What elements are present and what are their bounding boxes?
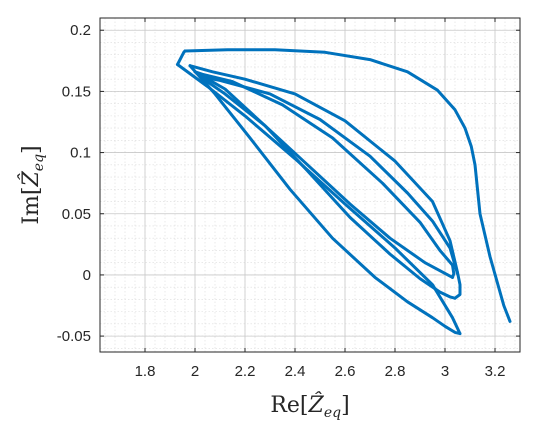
series-line [453,271,462,300]
series-line [183,48,512,323]
y-tick-label: 0 [83,267,91,284]
x-tick-label: 2.4 [285,363,306,380]
series-line [198,75,459,276]
x-tick-label: 2.8 [385,363,406,380]
plot-background [100,18,520,352]
series-line [193,70,454,267]
y-tick-labels: -0.05 0 0.05 0.1 0.15 0.2 [57,22,91,345]
y-tick-label: 0.1 [70,145,91,162]
x-tick-label: 2 [191,363,199,380]
series-line [198,75,454,279]
x-tick-label: 3.2 [485,363,506,380]
series-line [176,63,462,336]
y-tick-label: -0.05 [57,328,91,345]
series-line [193,70,457,300]
data-series [176,48,512,336]
y-tick-label: 0.2 [70,22,91,39]
x-axis-label: Re[Ẑeq] [270,391,349,421]
series-line [188,64,462,336]
x-tick-label: 3 [441,363,449,380]
x-tick-label: 1.8 [135,363,156,380]
series-line [188,64,459,274]
series-line [176,49,187,66]
y-tick-label: 0.05 [62,206,91,223]
y-tick-label: 0.15 [62,83,91,100]
plot-frame [99,17,521,353]
x-tick-labels: 1.8 2 2.2 2.4 2.6 2.8 3 3.2 [135,363,506,380]
x-tick-label: 2.2 [235,363,256,380]
x-tick-label: 2.6 [335,363,356,380]
series-line [451,263,456,279]
y-axis-label: Im[Ẑeq] [17,145,47,224]
